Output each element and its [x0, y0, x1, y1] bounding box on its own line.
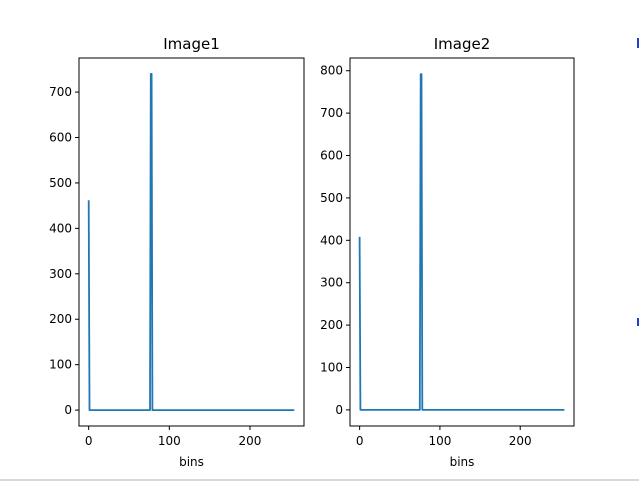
chart-2-ytick-label: 800 [320, 64, 343, 78]
right-edge-mark-top [637, 38, 639, 48]
chart-2-series-line [358, 73, 565, 411]
chart-2-axes-frame [349, 57, 575, 427]
chart-2-title: Image2 [434, 35, 491, 53]
chart-1-title: Image1 [163, 35, 220, 53]
chart-1-ytick-label: 400 [49, 221, 72, 235]
chart-1-ytick-label: 0 [64, 403, 72, 417]
chart-1-ytick-label: 200 [49, 312, 72, 326]
chart-2-xtick-label: 100 [428, 434, 451, 448]
chart-1-ytick-label: 300 [49, 267, 72, 281]
chart-1-ytick-label: 700 [49, 85, 72, 99]
chart-2-ytick-label: 600 [320, 149, 343, 163]
chart-2-xtick-label: 0 [356, 434, 364, 448]
chart-2-ytick-label: 700 [320, 106, 343, 120]
chart-2-xtick-label: 200 [509, 434, 532, 448]
chart-1-xtick-label: 0 [85, 434, 93, 448]
chart-2-xlabel: bins [450, 455, 475, 469]
bottom-border [0, 479, 639, 481]
chart-1-ytick-label: 500 [49, 176, 72, 190]
chart-1-xlabel: bins [179, 455, 204, 469]
chart-1-xtick-label: 200 [239, 434, 262, 448]
chart-1-axes-frame [78, 57, 305, 427]
chart-1-ytick-label: 600 [49, 131, 72, 145]
chart-2-ytick-label: 100 [320, 360, 343, 374]
right-edge-mark-bottom [637, 318, 639, 326]
chart-2-ytick-label: 300 [320, 276, 343, 290]
chart-2-ytick-label: 400 [320, 233, 343, 247]
chart-2-ytick-label: 200 [320, 318, 343, 332]
chart-1-xtick-label: 100 [158, 434, 181, 448]
chart-1-series-line [87, 73, 295, 412]
chart-2-ytick-label: 500 [320, 191, 343, 205]
chart-1-ytick-label: 100 [49, 358, 72, 372]
chart-2-ytick-label: 0 [335, 403, 343, 417]
